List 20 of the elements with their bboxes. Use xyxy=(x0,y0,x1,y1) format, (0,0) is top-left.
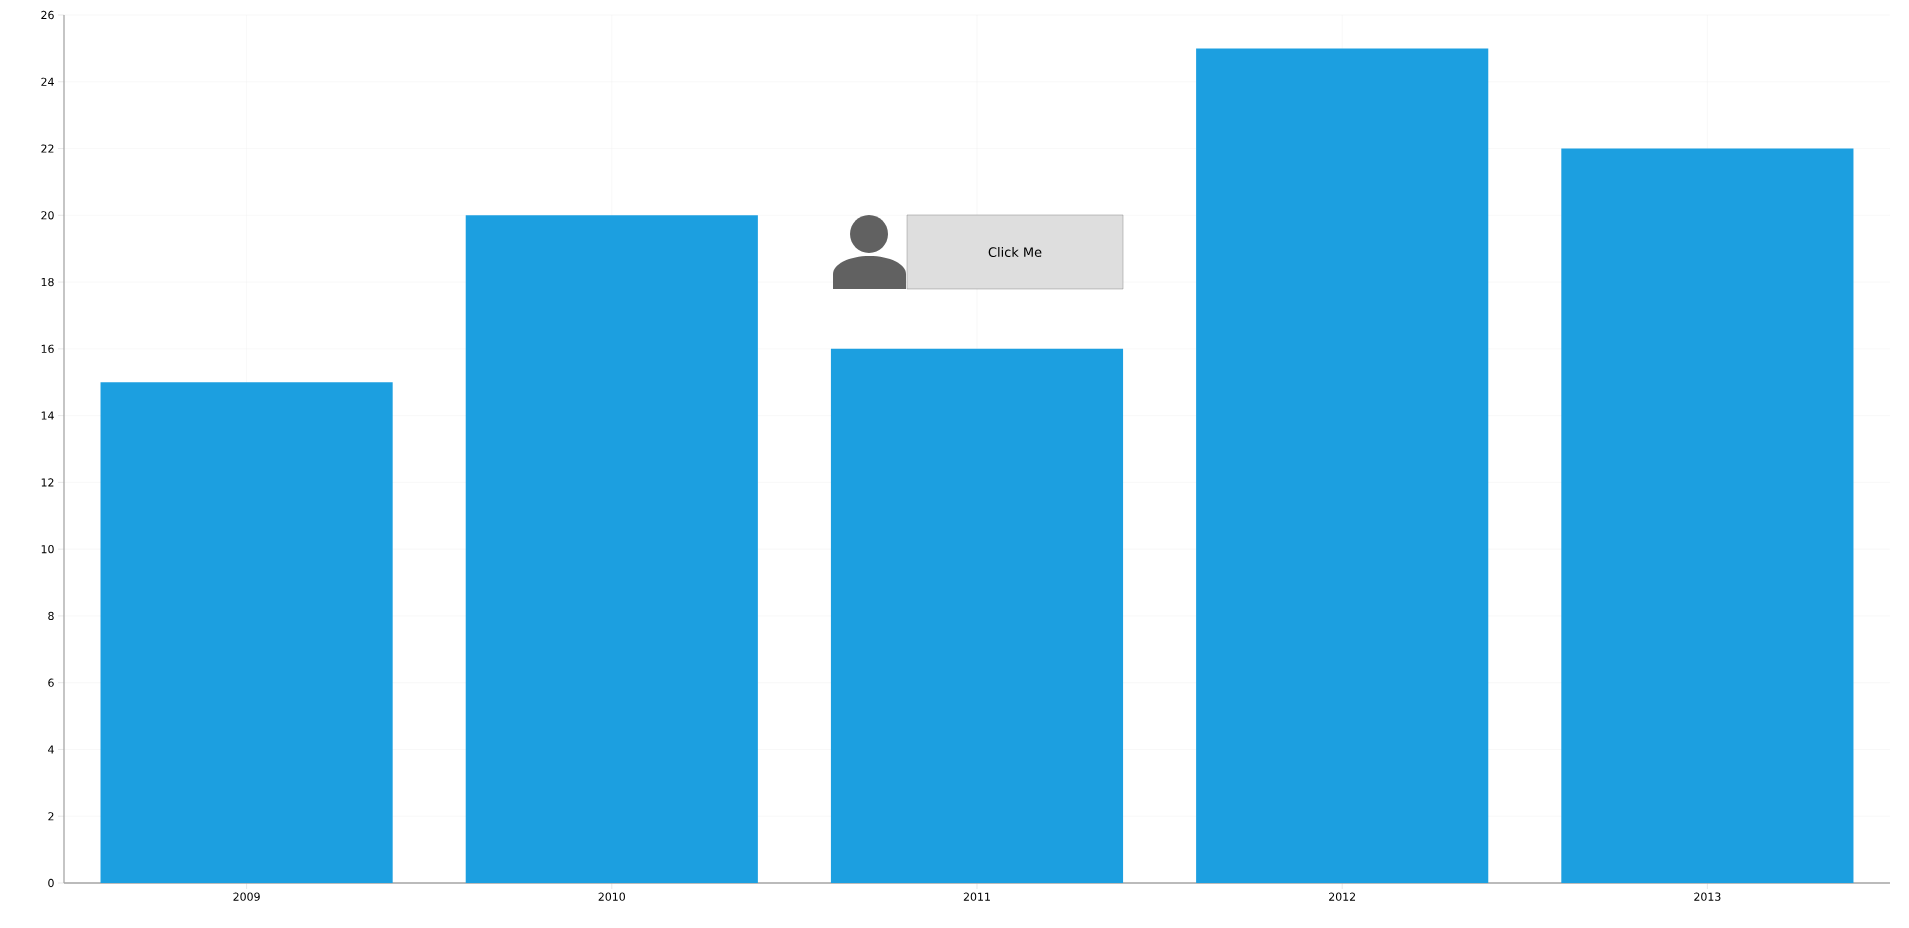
y-tick-label: 10 xyxy=(41,545,54,554)
y-tick-label: 4 xyxy=(48,745,54,754)
y-tick-label: 2 xyxy=(48,812,54,821)
x-tick-label: 2011 xyxy=(963,892,990,901)
y-tick-label: 20 xyxy=(41,211,54,220)
y-tick-label: 12 xyxy=(41,478,54,487)
y-tick-label: 6 xyxy=(48,678,54,687)
x-tick-label: 2012 xyxy=(1329,892,1356,901)
y-tick-label: 14 xyxy=(41,411,54,420)
x-tick-label: 2010 xyxy=(598,892,625,901)
x-tick-label: 2009 xyxy=(233,892,260,901)
y-tick-label: 8 xyxy=(48,611,54,621)
annotation: Click Me xyxy=(988,246,1042,258)
y-tick-label: 0 xyxy=(48,878,54,888)
y-tick-label: 24 xyxy=(41,77,54,86)
y-tick-label: 22 xyxy=(41,144,54,153)
x-tick-label: 2013 xyxy=(1694,892,1721,901)
y-tick-label: 26 xyxy=(41,10,54,20)
y-tick-label: 18 xyxy=(41,277,54,287)
y-tick-label: 16 xyxy=(41,344,54,353)
